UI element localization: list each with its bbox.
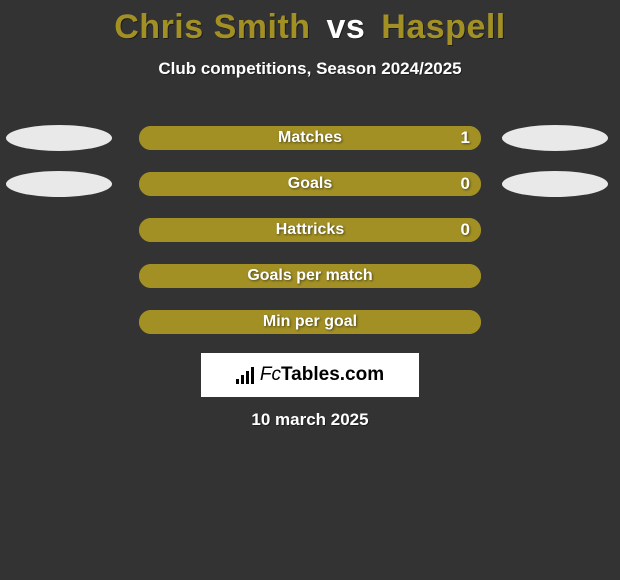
title-player2: Haspell (381, 8, 505, 46)
stat-bar-right (139, 172, 481, 196)
stat-row: Min per goal (0, 310, 620, 334)
stat-row: Hattricks0 (0, 218, 620, 242)
player1-ellipse (6, 171, 112, 197)
player2-ellipse (502, 171, 608, 197)
stat-bar-track (139, 218, 481, 242)
stat-bar-right (139, 126, 481, 150)
stat-value-right: 0 (461, 172, 470, 196)
stat-row: Goals0 (0, 172, 620, 196)
player2-ellipse (502, 125, 608, 151)
logo-main: Tables (281, 364, 340, 385)
stat-bar-track (139, 126, 481, 150)
fctables-logo: FcTables.com (201, 353, 419, 397)
title-player1: Chris Smith (114, 8, 310, 46)
comparison-title: Chris Smith vs Haspell (0, 0, 620, 47)
stat-row: Matches1 (0, 126, 620, 150)
stat-value-right: 1 (461, 126, 470, 150)
logo-prefix: Fc (260, 364, 281, 385)
title-vs: vs (327, 8, 366, 46)
subtitle: Club competitions, Season 2024/2025 (0, 59, 620, 79)
stat-value-right: 0 (461, 218, 470, 242)
stat-bar-right (139, 310, 481, 334)
stat-bar-track (139, 172, 481, 196)
stat-bar-right (139, 218, 481, 242)
logo-bars-icon (236, 366, 254, 384)
logo-text: FcTables.com (236, 364, 384, 386)
infographic-date: 10 march 2025 (0, 410, 620, 430)
player1-ellipse (6, 125, 112, 151)
stat-bar-track (139, 264, 481, 288)
stat-bar-track (139, 310, 481, 334)
stat-row: Goals per match (0, 264, 620, 288)
stat-bar-right (139, 264, 481, 288)
stats-rows: Matches1 Goals0 Hattricks0 Goals per match M… (0, 126, 620, 356)
logo-suffix: .com (340, 364, 384, 385)
